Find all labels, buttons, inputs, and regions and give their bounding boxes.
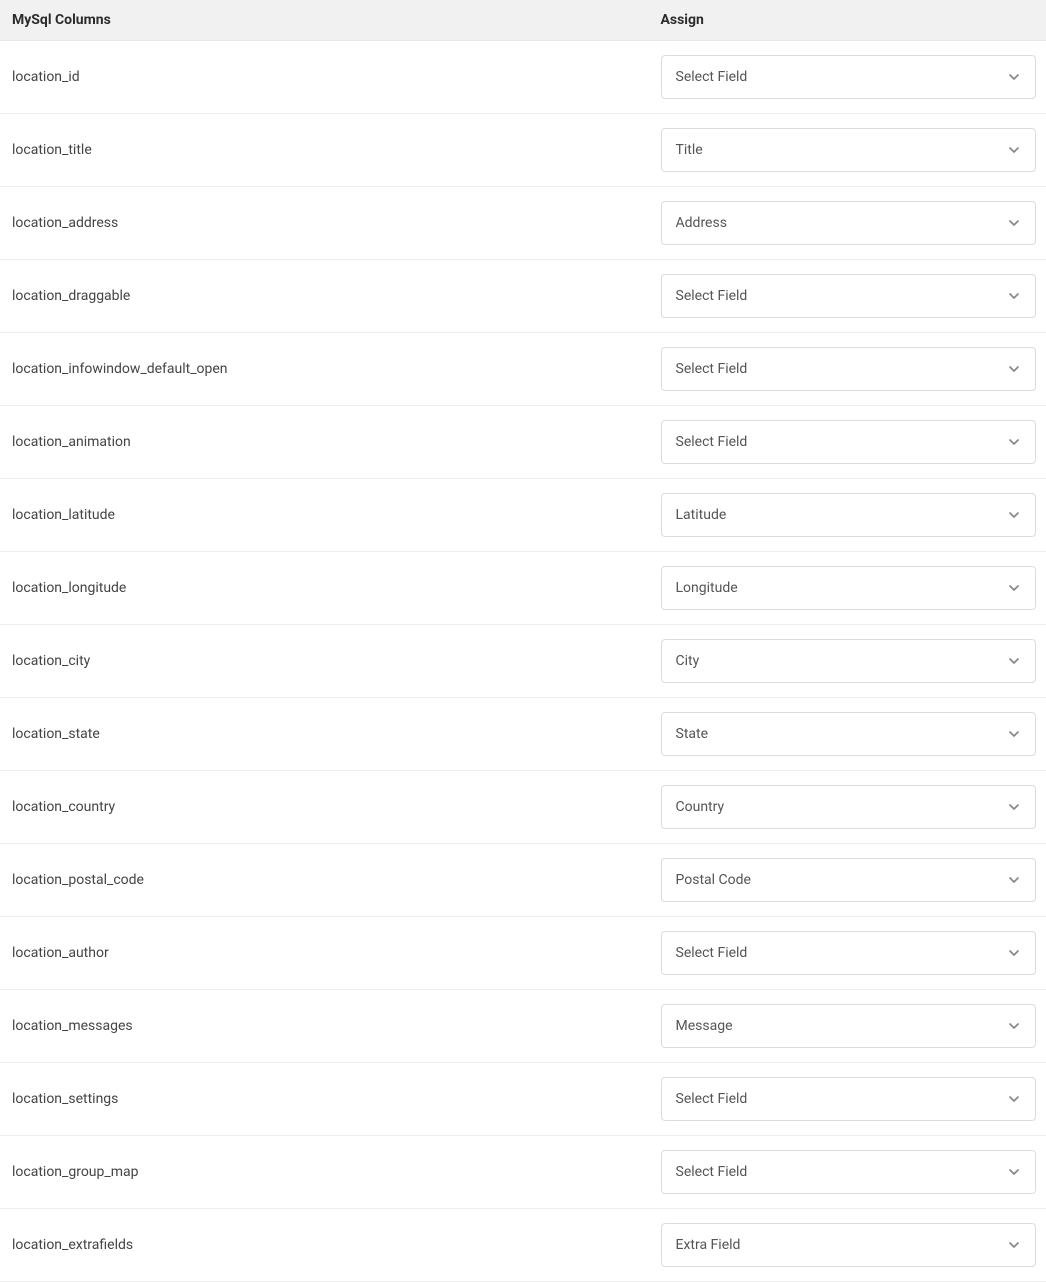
mysql-column-name: location_country xyxy=(0,771,649,844)
mysql-column-name: location_draggable xyxy=(0,260,649,333)
assign-select-value: Latitude xyxy=(676,507,727,523)
assign-cell: Latitude xyxy=(649,479,1046,552)
mysql-column-name: location_address xyxy=(0,187,649,260)
table-row: location_settings Select Field xyxy=(0,1063,1046,1136)
mysql-column-name: location_latitude xyxy=(0,479,649,552)
assign-cell: Country xyxy=(649,771,1046,844)
assign-select[interactable]: State xyxy=(661,712,1036,756)
assign-select-value: Select Field xyxy=(676,1091,748,1107)
mysql-column-name: location_longitude xyxy=(0,552,649,625)
assign-cell: Select Field xyxy=(649,406,1046,479)
table-row: location_infowindow_default_open Select … xyxy=(0,333,1046,406)
assign-select[interactable]: Latitude xyxy=(661,493,1036,537)
assign-cell: Select Field xyxy=(649,41,1046,114)
mysql-column-name: location_animation xyxy=(0,406,649,479)
table-row: location_country Country xyxy=(0,771,1046,844)
assign-cell: Address xyxy=(649,187,1046,260)
assign-select[interactable]: Title xyxy=(661,128,1036,172)
assign-select-value: Message xyxy=(676,1018,733,1034)
assign-cell: Message xyxy=(649,990,1046,1063)
mysql-column-name: location_settings xyxy=(0,1063,649,1136)
table-row: location_latitude Latitude xyxy=(0,479,1046,552)
assign-select[interactable]: Longitude xyxy=(661,566,1036,610)
mysql-column-name: location_postal_code xyxy=(0,844,649,917)
assign-cell: Extra Field xyxy=(649,1209,1046,1282)
assign-select-value: Address xyxy=(676,215,727,231)
assign-cell: Postal Code xyxy=(649,844,1046,917)
header-mysql-columns: MySql Columns xyxy=(0,0,649,41)
mysql-column-name: location_extrafields xyxy=(0,1209,649,1282)
assign-select-value: Postal Code xyxy=(676,872,751,888)
table-row: location_title Title xyxy=(0,114,1046,187)
assign-select-value: Select Field xyxy=(676,361,748,377)
mysql-column-name: location_id xyxy=(0,41,649,114)
assign-select[interactable]: Select Field xyxy=(661,1150,1036,1194)
table-header-row: MySql Columns Assign xyxy=(0,0,1046,41)
table-row: location_longitude Longitude xyxy=(0,552,1046,625)
assign-select[interactable]: Select Field xyxy=(661,420,1036,464)
assign-select-value: Select Field xyxy=(676,1164,748,1180)
assign-select-value: Title xyxy=(676,142,703,158)
assign-select-value: State xyxy=(676,726,709,742)
mysql-column-name: location_author xyxy=(0,917,649,990)
assign-cell: Select Field xyxy=(649,1136,1046,1209)
assign-select-value: Select Field xyxy=(676,69,748,85)
table-row: location_animation Select Field xyxy=(0,406,1046,479)
assign-select[interactable]: Postal Code xyxy=(661,858,1036,902)
assign-select-value: Select Field xyxy=(676,288,748,304)
assign-cell: City xyxy=(649,625,1046,698)
assign-select[interactable]: Select Field xyxy=(661,274,1036,318)
table-row: location_extrafields Extra Field xyxy=(0,1209,1046,1282)
table-row: location_city City xyxy=(0,625,1046,698)
mysql-column-name: location_infowindow_default_open xyxy=(0,333,649,406)
table-row: location_messages Message xyxy=(0,990,1046,1063)
assign-cell: Select Field xyxy=(649,333,1046,406)
assign-select-value: City xyxy=(676,653,700,669)
mysql-column-name: location_title xyxy=(0,114,649,187)
mysql-column-name: location_messages xyxy=(0,990,649,1063)
table-row: location_address Address xyxy=(0,187,1046,260)
header-assign: Assign xyxy=(649,0,1046,41)
assign-select[interactable]: Address xyxy=(661,201,1036,245)
table-row: location_group_map Select Field xyxy=(0,1136,1046,1209)
assign-cell: Longitude xyxy=(649,552,1046,625)
assign-select-value: Select Field xyxy=(676,945,748,961)
assign-cell: Select Field xyxy=(649,260,1046,333)
table-row: location_state State xyxy=(0,698,1046,771)
assign-select[interactable]: Extra Field xyxy=(661,1223,1036,1267)
assign-select[interactable]: Select Field xyxy=(661,1077,1036,1121)
assign-select-value: Country xyxy=(676,799,725,815)
assign-cell: State xyxy=(649,698,1046,771)
table-row: location_id Select Field xyxy=(0,41,1046,114)
table-row: location_postal_code Postal Code xyxy=(0,844,1046,917)
assign-select-value: Longitude xyxy=(676,580,738,596)
assign-select[interactable]: Select Field xyxy=(661,347,1036,391)
assign-cell: Title xyxy=(649,114,1046,187)
table-row: location_draggable Select Field xyxy=(0,260,1046,333)
assign-select[interactable]: City xyxy=(661,639,1036,683)
table-row: location_author Select Field xyxy=(0,917,1046,990)
mysql-column-name: location_state xyxy=(0,698,649,771)
assign-select-value: Extra Field xyxy=(676,1237,741,1253)
assign-select[interactable]: Message xyxy=(661,1004,1036,1048)
assign-select[interactable]: Select Field xyxy=(661,931,1036,975)
assign-select[interactable]: Select Field xyxy=(661,55,1036,99)
mysql-column-name: location_city xyxy=(0,625,649,698)
mysql-column-name: location_group_map xyxy=(0,1136,649,1209)
assign-select[interactable]: Country xyxy=(661,785,1036,829)
assign-cell: Select Field xyxy=(649,917,1046,990)
mapping-table: MySql Columns Assign location_id Select … xyxy=(0,0,1046,1282)
assign-select-value: Select Field xyxy=(676,434,748,450)
assign-cell: Select Field xyxy=(649,1063,1046,1136)
